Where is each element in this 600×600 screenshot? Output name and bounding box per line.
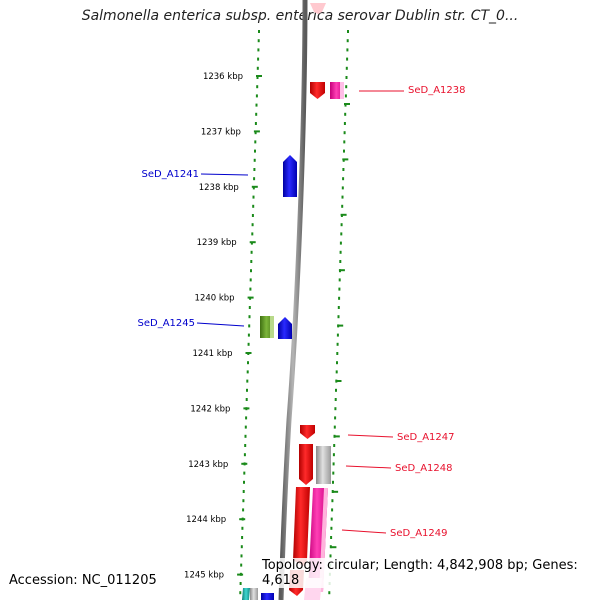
tick-mark xyxy=(243,407,250,410)
tick-mark xyxy=(247,296,254,299)
tick-mark-right xyxy=(340,213,347,216)
tick-mark xyxy=(241,462,248,465)
left-dotted-boundary xyxy=(239,30,260,595)
tick-mark-right xyxy=(338,269,345,272)
tick-mark-right xyxy=(337,324,344,327)
backbone xyxy=(278,0,308,600)
gene-label-sed-a1248[interactable]: SeD_A1248 xyxy=(345,463,453,474)
tick-label: 1240 kbp xyxy=(195,294,235,304)
feature-sed-a1248-grey[interactable] xyxy=(316,446,331,484)
map-title: Salmonella enterica subsp. enterica sero… xyxy=(81,8,519,24)
faded-feature-top xyxy=(310,3,326,14)
tick-mark-right xyxy=(330,546,337,549)
tick-label: 1242 kbp xyxy=(190,404,230,414)
gene-label-sed-a1249[interactable]: SeD_A1249 xyxy=(341,528,448,539)
topology-text: Topology: circular; Length: 4,842,908 bp… xyxy=(262,558,600,588)
tick-label: 1245 kbp xyxy=(184,571,224,581)
position-ticks: 1236 kbp 1237 kbp 1238 kbp 1239 kbp 1240 kbp… xyxy=(184,72,350,581)
tick-label: 1244 kbp xyxy=(186,515,226,525)
tick-mark xyxy=(239,518,246,521)
feature-sed-a1241[interactable] xyxy=(283,155,297,197)
tick-mark-right xyxy=(333,435,340,438)
tick-label: 1236 kbp xyxy=(203,72,243,82)
tick-mark xyxy=(245,352,252,354)
gene-label-sed-a1245[interactable]: SeD_A1245 xyxy=(138,318,245,329)
feature-green-1245[interactable] xyxy=(260,316,274,338)
feature-sed-a1249-red[interactable] xyxy=(293,487,310,566)
tick-mark-right xyxy=(344,103,350,105)
svg-text:SeD_A1247: SeD_A1247 xyxy=(397,432,455,443)
feature-sed-a1247[interactable] xyxy=(300,425,315,439)
svg-text:SeD_A1238: SeD_A1238 xyxy=(408,85,466,96)
tick-mark xyxy=(237,573,244,576)
tick-mark-right xyxy=(342,158,349,161)
gene-label-sed-a1247[interactable]: SeD_A1247 xyxy=(347,432,455,443)
feature-sed-a1238-a[interactable] xyxy=(310,82,325,99)
tick-label: 1243 kbp xyxy=(188,460,228,470)
right-dotted-boundary xyxy=(328,30,349,595)
tick-mark-right xyxy=(335,380,342,382)
feature-sed-a1238-b[interactable] xyxy=(330,82,344,99)
tick-mark xyxy=(249,241,256,244)
tick-label: 1239 kbp xyxy=(197,238,237,248)
feature-sed-a1245[interactable] xyxy=(278,317,292,339)
svg-text:SeD_A1245: SeD_A1245 xyxy=(138,318,196,329)
tick-label: 1237 kbp xyxy=(201,127,241,137)
svg-text:SeD_A1249: SeD_A1249 xyxy=(390,528,448,539)
tick-mark xyxy=(251,185,258,188)
tick-mark xyxy=(253,130,260,133)
gene-label-sed-a1241[interactable]: SeD_A1241 xyxy=(142,169,249,180)
svg-text:SeD_A1248: SeD_A1248 xyxy=(395,463,453,474)
gene-label-sed-a1238[interactable]: SeD_A1238 xyxy=(359,85,466,96)
tick-label: 1238 kbp xyxy=(199,183,239,193)
feature-sed-a1248-red[interactable] xyxy=(299,444,313,485)
accession-text: Accession: NC_011205 xyxy=(9,573,157,588)
tick-mark xyxy=(256,75,262,77)
tick-label: 1241 kbp xyxy=(192,349,232,359)
feature-bottom-strip xyxy=(242,588,274,600)
tick-mark-right xyxy=(332,490,339,493)
svg-text:SeD_A1241: SeD_A1241 xyxy=(142,169,200,180)
